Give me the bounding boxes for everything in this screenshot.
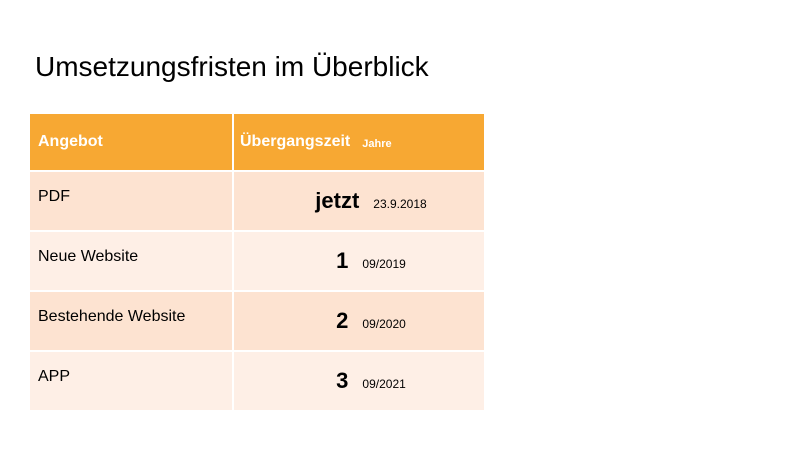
row-transition: jetzt 23.9.2018 [232, 172, 484, 230]
row-transition-date: 23.9.2018 [373, 197, 427, 211]
row-transition-date: 09/2019 [362, 257, 406, 271]
header-transition-unit: Jahre [362, 138, 392, 150]
table-row: Neue Website 1 09/2019 [30, 230, 484, 290]
table-row: Bestehende Website 2 09/2020 [30, 290, 484, 350]
page-title: Umsetzungsfristen im Überblick [35, 51, 429, 82]
row-transition: 1 09/2019 [232, 232, 484, 290]
deadlines-table: Angebot Übergangszeit Jahre PDF jetzt 23… [30, 114, 484, 410]
row-transition: 3 09/2021 [232, 352, 484, 410]
table-header: Angebot Übergangszeit Jahre [30, 114, 484, 170]
row-transition-date: 09/2021 [362, 377, 406, 391]
row-offer: PDF [38, 188, 70, 205]
header-transition-label: Übergangszeit [240, 133, 351, 150]
row-offer: Neue Website [38, 248, 139, 265]
row-offer: Bestehende Website [38, 308, 186, 325]
row-transition-value: jetzt [315, 188, 360, 213]
table-row: PDF jetzt 23.9.2018 [30, 170, 484, 230]
row-offer: APP [38, 368, 71, 385]
header-transition: Übergangszeit Jahre [232, 114, 484, 170]
row-transition-date: 09/2020 [362, 317, 406, 331]
table-row: APP 3 09/2021 [30, 350, 484, 410]
row-transition-value: 3 [336, 368, 349, 393]
header-offer: Angebot [38, 133, 103, 150]
row-transition-value: 1 [336, 248, 349, 273]
row-transition-value: 2 [336, 308, 349, 333]
row-transition: 2 09/2020 [232, 292, 484, 350]
